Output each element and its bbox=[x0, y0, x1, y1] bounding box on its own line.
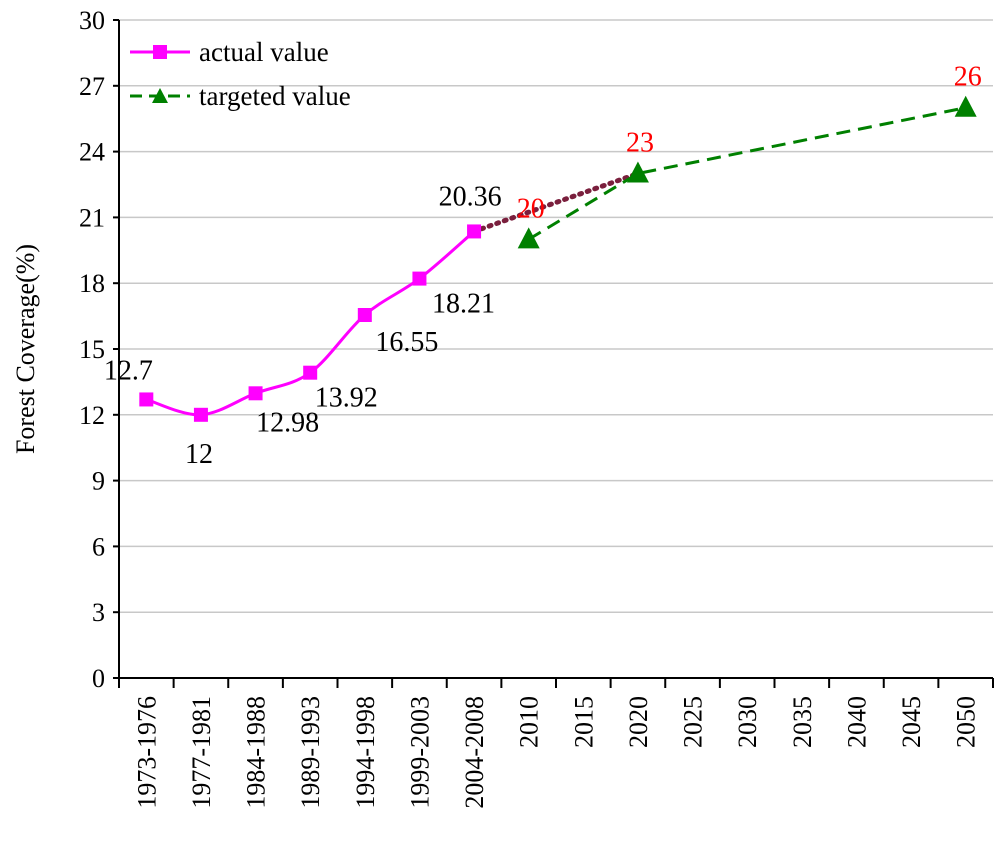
targeted-value-marker bbox=[626, 161, 649, 183]
y-tick-label: 24 bbox=[79, 138, 105, 167]
actual-value-data-label: 12.98 bbox=[256, 407, 319, 438]
legend-actual-label: actual value bbox=[199, 37, 329, 67]
actual-value-data-label: 20.36 bbox=[439, 181, 502, 212]
axes bbox=[113, 19, 994, 688]
actual-value-data-label: 18.21 bbox=[432, 289, 495, 320]
actual-value-line bbox=[145, 230, 476, 417]
legend-actual-marker bbox=[153, 45, 167, 59]
actual-value-marker bbox=[357, 308, 372, 323]
actual-value-data-label: 16.55 bbox=[375, 327, 438, 358]
targeted-value-marker bbox=[517, 227, 540, 249]
x-tick-label: 1977-1981 bbox=[187, 696, 216, 809]
x-tick-label: 2030 bbox=[733, 696, 762, 748]
x-tick-label: 2020 bbox=[624, 696, 653, 748]
actual-value-marker bbox=[248, 386, 263, 401]
x-tick-label: 1989-1993 bbox=[296, 696, 325, 809]
x-tick-label: 2010 bbox=[515, 696, 544, 748]
y-axis-label: Forest Coverage(%) bbox=[11, 244, 40, 454]
y-tick-label: 18 bbox=[79, 269, 105, 298]
actual-value-marker bbox=[139, 392, 154, 407]
x-tick-label: 2050 bbox=[952, 696, 981, 748]
y-tick-label: 30 bbox=[79, 6, 105, 35]
actual-value-data-label: 12 bbox=[185, 439, 213, 470]
x-tick-label: 1999-2003 bbox=[405, 696, 434, 809]
y-tick-label: 6 bbox=[92, 532, 105, 561]
y-tick-label: 15 bbox=[79, 335, 105, 364]
x-tick-label: 1994-1998 bbox=[351, 696, 380, 809]
series-layer bbox=[139, 95, 977, 422]
targeted-value-data-label: 20 bbox=[517, 193, 545, 224]
legend-targeted-label: targeted value bbox=[199, 81, 351, 111]
targeted-value-line bbox=[527, 106, 966, 241]
y-tick-label: 0 bbox=[92, 664, 105, 693]
actual-value-data-label: 12.7 bbox=[104, 355, 153, 386]
x-tick-label: 2035 bbox=[788, 696, 817, 748]
actual-value-marker bbox=[467, 224, 482, 239]
y-tick-label: 21 bbox=[79, 203, 105, 232]
x-tick-label: 1984-1988 bbox=[242, 696, 271, 809]
x-tick-label: 2015 bbox=[569, 696, 598, 748]
targeted-value-data-label: 23 bbox=[626, 128, 654, 159]
legend: actual value targeted value bbox=[130, 37, 351, 111]
actual-value-data-label: 13.92 bbox=[315, 383, 378, 414]
connector-layer bbox=[471, 171, 641, 234]
x-tick-label: 2045 bbox=[897, 696, 926, 748]
gridlines bbox=[119, 19, 993, 613]
y-tick-labels: 0 3 6 9 12 15 18 21 24 27 30 bbox=[79, 6, 105, 693]
y-tick-label: 9 bbox=[92, 467, 105, 496]
actual-value-marker bbox=[193, 407, 208, 422]
x-tick-label: 2004-2008 bbox=[460, 696, 489, 809]
y-tick-label: 27 bbox=[79, 72, 105, 101]
actual-value-marker bbox=[303, 365, 318, 380]
actual-value-marker bbox=[412, 271, 427, 286]
targeted-value-marker bbox=[954, 95, 977, 117]
targeted-value-data-label: 26 bbox=[954, 62, 982, 93]
x-tick-label: 2040 bbox=[842, 696, 871, 748]
x-tick-labels: 1973-1976 1977-1981 1984-1988 1989-1993 1994… bbox=[132, 696, 980, 809]
x-tick-label: 2025 bbox=[679, 696, 708, 748]
legend-targeted-marker bbox=[152, 88, 168, 103]
y-tick-label: 3 bbox=[92, 598, 105, 627]
y-tick-label: 12 bbox=[79, 401, 105, 430]
connector-line bbox=[471, 171, 641, 234]
x-tick-label: 1973-1976 bbox=[132, 696, 161, 809]
